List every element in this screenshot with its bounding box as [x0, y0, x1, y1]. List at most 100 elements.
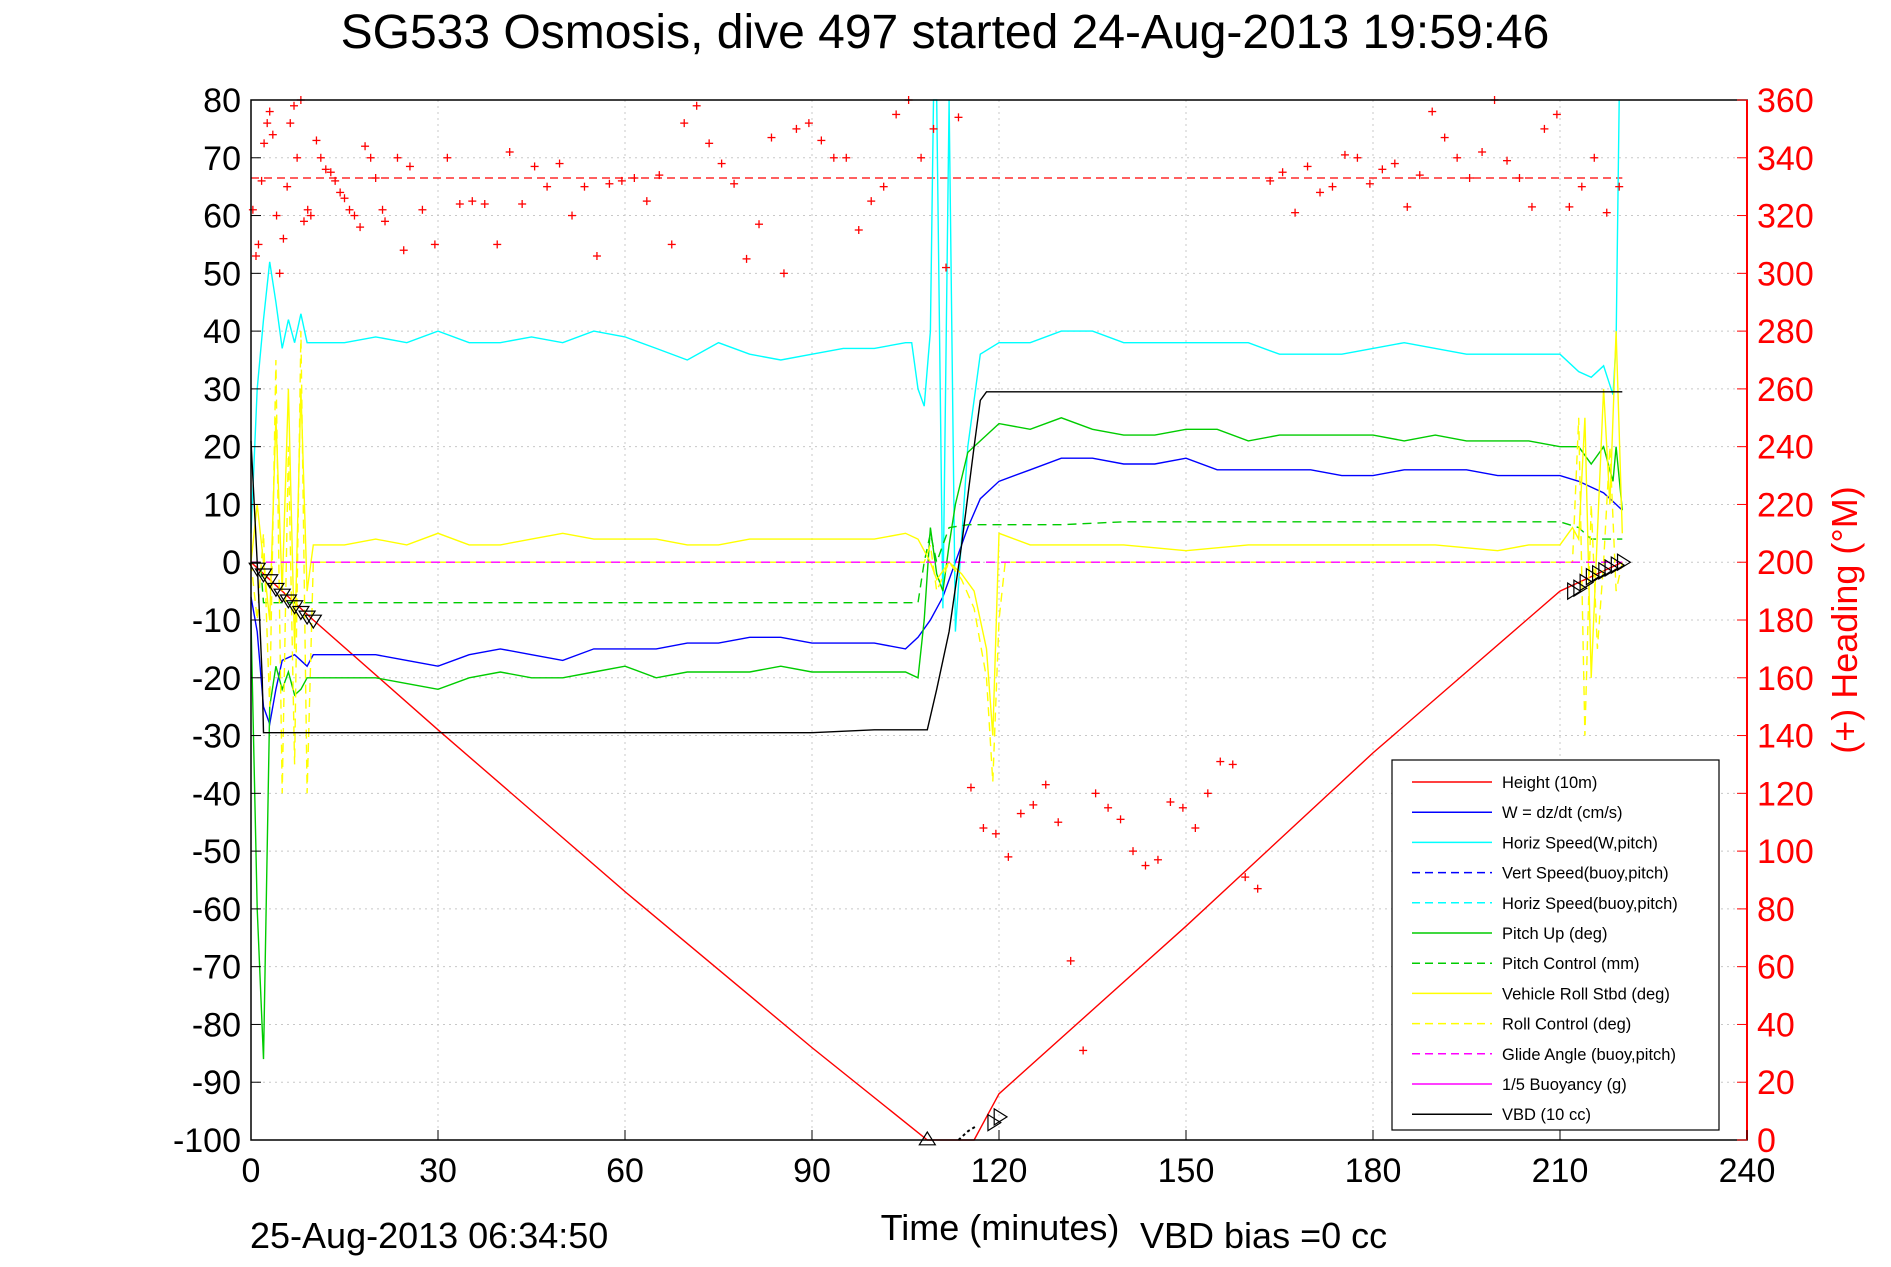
heading-point [331, 176, 340, 185]
y-tick-label: 20 [203, 429, 241, 467]
heading-point [1353, 153, 1362, 162]
heading-point [378, 205, 387, 214]
dive-markers [248, 553, 1632, 1146]
dive-marker [285, 600, 304, 615]
heading-point [1565, 202, 1574, 211]
heading-point [580, 182, 589, 191]
x-axis-label: Time (minutes) [881, 1207, 1120, 1248]
heading-point [260, 139, 269, 148]
heading-point [1016, 809, 1025, 818]
heading-point [592, 252, 601, 260]
heading-point [1004, 852, 1013, 861]
heading-point [1602, 208, 1611, 217]
heading-point [1203, 789, 1212, 798]
heading-point [443, 153, 452, 162]
heading-point [1029, 800, 1038, 809]
heading-point [493, 240, 502, 249]
heading-point [381, 217, 390, 226]
series-line-1 [250, 457, 1623, 727]
heading-points [248, 96, 1624, 1055]
x-tick-label: 30 [419, 1152, 457, 1190]
y-right-tick-label: 320 [1757, 198, 1814, 236]
legend-box [1391, 759, 1720, 1131]
heading-point [306, 211, 315, 220]
y-right-tick-label: 300 [1757, 255, 1814, 293]
heading-point [1278, 168, 1287, 177]
y-right-tick-label: 100 [1757, 833, 1814, 871]
heading-point [263, 119, 272, 128]
heading-point [366, 153, 375, 162]
y-right-tick-label: 140 [1757, 718, 1814, 756]
legend-label: VBD (10 cc) [1502, 1106, 1591, 1124]
heading-point [767, 133, 776, 142]
heading-point [568, 211, 577, 220]
dive-marker [248, 562, 267, 578]
heading-point [954, 113, 963, 122]
heading-point [1079, 1046, 1088, 1055]
heading-point [279, 234, 288, 243]
y-tick-label: -70 [192, 949, 241, 987]
x-tick-label: 60 [606, 1152, 644, 1190]
heading-point [1503, 156, 1512, 165]
heading-point [792, 124, 801, 133]
legend-label: W = dz/dt (cm/s) [1502, 804, 1623, 822]
heading-point [854, 226, 863, 234]
right-axis-label: (+) Heading (°M) [1824, 486, 1865, 753]
heading-point [468, 197, 477, 206]
heading-point [371, 174, 380, 182]
heading-point [705, 139, 714, 148]
y-tick-label: -40 [192, 775, 241, 813]
heading-point [1291, 208, 1300, 217]
dive-marker [918, 1130, 937, 1146]
heading-point [917, 153, 926, 162]
y-tick-label: -60 [192, 891, 241, 929]
legend-label: Glide Angle (buoy,pitch) [1502, 1046, 1676, 1064]
heading-point [1041, 780, 1050, 789]
heading-point [254, 240, 263, 249]
y-right-tick-label: 40 [1757, 1006, 1795, 1044]
y-tick-label: 80 [203, 82, 241, 120]
legend-label: Pitch Control (mm) [1502, 955, 1640, 973]
heading-point [265, 107, 274, 116]
heading-point [286, 119, 295, 128]
x-tick-label: 90 [793, 1152, 831, 1190]
y-right-tick-label: 240 [1757, 429, 1814, 467]
heading-point [1054, 818, 1063, 827]
heading-point [275, 269, 284, 278]
heading-point [867, 197, 876, 206]
heading-point [272, 211, 281, 220]
y-tick-label: 0 [222, 544, 241, 582]
heading-point [1440, 133, 1449, 142]
heading-point [1228, 760, 1237, 769]
heading-point [1365, 179, 1374, 188]
heading-point [293, 153, 302, 162]
y-tick-label: 40 [203, 313, 241, 351]
dive-marker [266, 582, 286, 598]
heading-point [312, 136, 321, 145]
heading-point [667, 240, 676, 249]
heading-point [1316, 188, 1325, 197]
heading-point [257, 176, 266, 185]
heading-point [779, 269, 788, 278]
heading-point [1116, 815, 1125, 824]
heading-point [804, 119, 813, 128]
heading-point [1540, 124, 1549, 133]
heading-point [1390, 159, 1399, 168]
x-tick-label: 150 [1158, 1152, 1215, 1190]
y-tick-label: -100 [173, 1122, 241, 1160]
heading-point [1453, 153, 1462, 162]
legend-label: 1/5 Buoyancy (g) [1502, 1076, 1627, 1094]
heading-point [655, 171, 664, 180]
heading-point [680, 119, 689, 128]
series-line-5 [250, 331, 1623, 736]
heading-point [942, 263, 951, 272]
y-right-tick-label: 200 [1757, 544, 1814, 582]
heading-point [730, 179, 739, 188]
heading-point [316, 153, 325, 162]
heading-point [418, 205, 427, 214]
heading-point [1104, 803, 1113, 812]
heading-point [361, 142, 370, 151]
heading-point [1478, 148, 1487, 156]
heading-point [248, 205, 257, 214]
